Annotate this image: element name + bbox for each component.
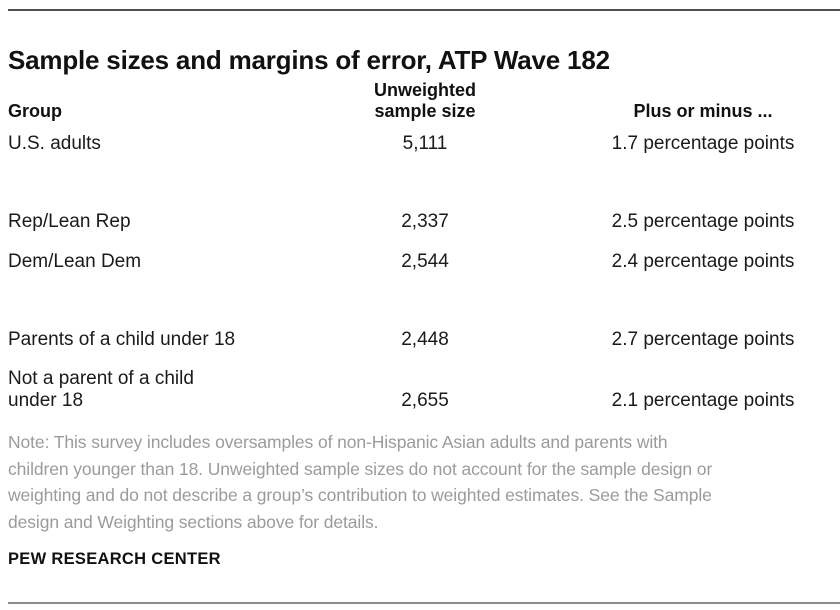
spacer-row <box>8 282 832 320</box>
column-header-group: Group <box>8 101 62 121</box>
group-label-text: Not a parent of a child under 18 <box>8 368 194 411</box>
table-header: Group Unweighted sample size Plus or min… <box>8 74 832 124</box>
margin-value: 2.5 percentage points <box>611 211 795 232</box>
group-label: U.S. adults <box>8 133 101 154</box>
header-row: Group Unweighted sample size Plus or min… <box>8 74 832 124</box>
gap-cell <box>490 242 574 282</box>
footnote-line: weighting and do not describe a group’s … <box>8 485 712 505</box>
spacer-cell <box>8 282 832 320</box>
table-row: Dem/Lean Dem 2,544 2.4 percentage points <box>8 242 832 282</box>
spacer-cell <box>8 164 832 202</box>
gap-cell <box>490 320 574 360</box>
table-row: U.S. adults 5,111 1.7 percentage points <box>8 124 832 164</box>
gap-cell <box>490 124 574 164</box>
gap-cell <box>490 360 574 424</box>
column-header-sample-size: Unweighted sample size <box>374 80 476 121</box>
source-attribution: PEW RESEARCH CENTER <box>8 550 221 568</box>
group-label: Not a parent of a child under 18 <box>8 360 360 424</box>
group-label: Rep/Lean Rep <box>8 211 131 232</box>
margin-value: 2.1 percentage points <box>611 390 795 411</box>
margin-value: 2.7 percentage points <box>611 329 795 350</box>
sample-size-table: Group Unweighted sample size Plus or min… <box>8 74 832 424</box>
margin-value: 1.7 percentage points <box>611 133 795 154</box>
table-row: Rep/Lean Rep 2,337 2.5 percentage points <box>8 202 832 242</box>
sample-size-value: 2,337 <box>401 211 449 232</box>
sample-size-value: 5,111 <box>402 133 448 154</box>
footnote: Note: This survey includes oversamples o… <box>8 429 836 535</box>
column-gap <box>490 74 574 124</box>
table-row: Parents of a child under 18 2,448 2.7 pe… <box>8 320 832 360</box>
table-row: Not a parent of a child under 18 2,655 2… <box>8 360 832 424</box>
footnote-line: design and Weighting sections above for … <box>8 511 379 532</box>
spacer-row <box>8 164 832 202</box>
group-label: Dem/Lean Dem <box>8 251 142 272</box>
margin-value: 2.4 percentage points <box>611 251 795 272</box>
bottom-divider <box>8 602 840 604</box>
group-label: Parents of a child under 18 <box>8 329 236 350</box>
footnote-line: Note: This survey includes oversamples o… <box>8 432 668 452</box>
sample-size-value: 2,544 <box>401 251 449 272</box>
sample-size-value: 2,655 <box>401 390 449 411</box>
column-header-margin: Plus or minus ... <box>633 101 773 121</box>
top-divider <box>8 9 840 11</box>
sample-size-value: 2,448 <box>401 329 449 350</box>
footnote-line: children younger than 18. Unweighted sam… <box>8 458 713 479</box>
page-title: Sample sizes and margins of error, ATP W… <box>8 45 610 76</box>
gap-cell <box>490 202 574 242</box>
